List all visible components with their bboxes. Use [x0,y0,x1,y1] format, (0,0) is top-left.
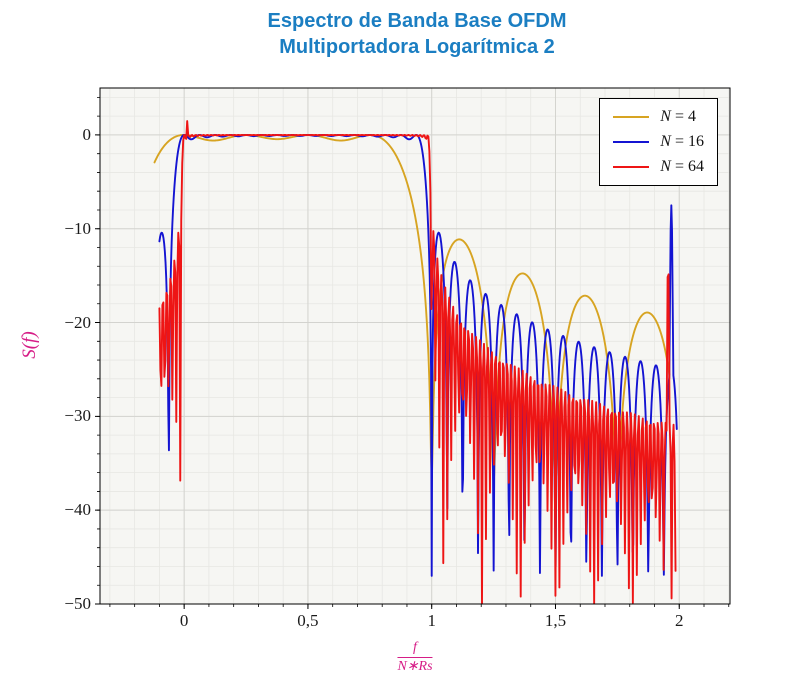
legend-item: N = 4 [613,108,704,126]
y-axis-label: S(f) [19,331,40,359]
legend-item: N = 16 [613,133,704,151]
x-label-numerator: f [397,640,433,659]
chart-title: Espectro de Banda Base OFDM Multiportado… [40,8,794,61]
legend-line-swatch [613,116,650,118]
chart-title-line2: Multiportadora Logarítmica 2 [279,36,555,59]
legend-line-swatch [613,166,650,168]
legend-label: N = 16 [660,133,704,150]
legend-item: N = 64 [613,158,704,176]
legend: N = 4 N = 16 N = 64 [599,98,718,186]
chart-title-line1: Espectro de Banda Base OFDM [267,10,567,32]
x-label-fraction: f N∗Rs [397,640,433,675]
x-axis-label: f N∗Rs [397,640,433,675]
x-label-denominator: N∗Rs [397,659,433,675]
legend-label: N = 64 [660,158,704,175]
legend-label: N = 4 [660,108,696,125]
legend-line-swatch [613,141,650,143]
